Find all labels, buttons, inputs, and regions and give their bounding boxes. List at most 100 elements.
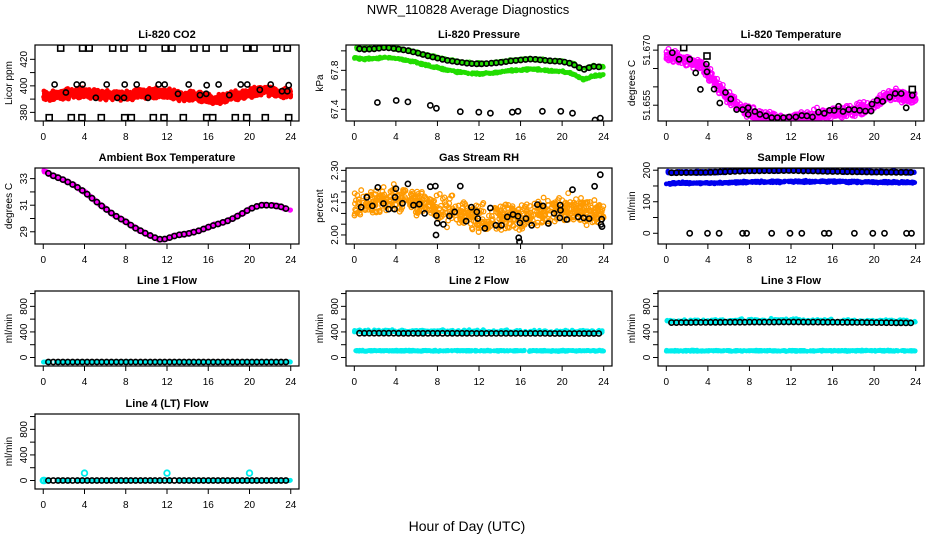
x-tick-label: 4 [393,255,399,266]
data-point [835,102,842,110]
data-point [426,203,433,210]
data-point [373,209,380,216]
data-point [242,45,251,52]
plot-area [352,45,606,121]
data-point [462,217,470,225]
data-point [439,220,447,228]
data-point [502,69,507,74]
x-tick-label: 24 [598,255,610,266]
data-point [475,108,483,116]
data-point [486,109,494,117]
data-point [235,91,241,97]
data-point [202,90,210,98]
data-point [557,107,565,115]
data-point [283,87,291,95]
y-tick-label: 33 [19,173,30,185]
data-point [589,219,596,226]
data-point [457,69,463,75]
data-point [120,45,128,52]
data-point [209,99,215,105]
data-point [474,215,482,222]
data-point [744,111,752,118]
x-tick-label: 20 [869,132,881,143]
data-point [56,45,65,52]
data-point [122,218,130,226]
x-tick-label: 0 [40,132,46,143]
series-reference-high [56,45,292,52]
data-point [421,209,428,217]
data-point [474,70,480,76]
data-point [368,191,375,198]
data-point [432,231,440,239]
data-point [406,198,413,205]
data-point [867,107,875,115]
data-point [487,223,494,230]
data-point [169,89,174,95]
x-tick-label: 24 [910,132,922,143]
data-point [161,45,169,52]
data-point [514,68,520,73]
data-point [218,95,223,100]
data-point [247,93,252,99]
data-point [479,218,486,225]
data-point [220,45,228,52]
data-point [879,98,887,105]
data-point [570,199,577,206]
x-tick-label: 12 [161,132,173,143]
data-point [120,94,128,102]
x-tick-label: 20 [244,132,256,143]
data-point [467,203,475,211]
data-point [170,96,176,102]
data-point [78,45,87,52]
data-point [526,216,533,222]
data-point [912,97,919,104]
series-averages [668,49,916,121]
data-point [132,92,138,97]
data-point [393,56,398,62]
data-point [362,57,368,63]
data-point [481,224,489,232]
data-point [250,45,258,52]
data-point [282,205,290,212]
y-axis-title: degrees C [627,60,638,106]
data-point [580,199,587,206]
x-tick-label: 8 [123,255,129,266]
data-point [84,89,90,94]
data-point [727,95,735,103]
y-tick-label: 380 [19,104,30,121]
data-point [49,97,54,102]
data-point [430,64,436,70]
data-point [101,89,107,95]
data-point [412,209,419,216]
data-point [514,212,522,220]
data-point [402,58,408,63]
data-point [820,109,828,117]
data-point [370,56,375,62]
data-point [382,55,388,60]
data-point [570,202,577,209]
x-axis: 0 4 8 12 16 20 24 [40,244,297,266]
data-point [497,203,504,210]
data-point [404,98,412,106]
y-tick-label: 51.655 [642,89,653,120]
data-point [396,208,403,215]
data-point [714,86,721,93]
data-point [432,104,440,112]
x-axis: 0 4 8 12 16 20 24 [664,121,922,143]
data-point [538,67,544,73]
data-point [515,209,522,216]
data-point [113,94,121,102]
data-point [131,88,137,94]
data-point [108,45,117,52]
x-tick-label: 24 [598,132,610,143]
data-point [522,215,530,222]
data-point [404,180,412,188]
data-point [215,81,222,88]
y-axis: 67.467.8 [330,50,346,119]
data-point [242,113,251,121]
data-point [438,66,444,72]
data-point [809,117,816,121]
x-axis: 0 4 8 12 16 20 24 [352,121,610,143]
